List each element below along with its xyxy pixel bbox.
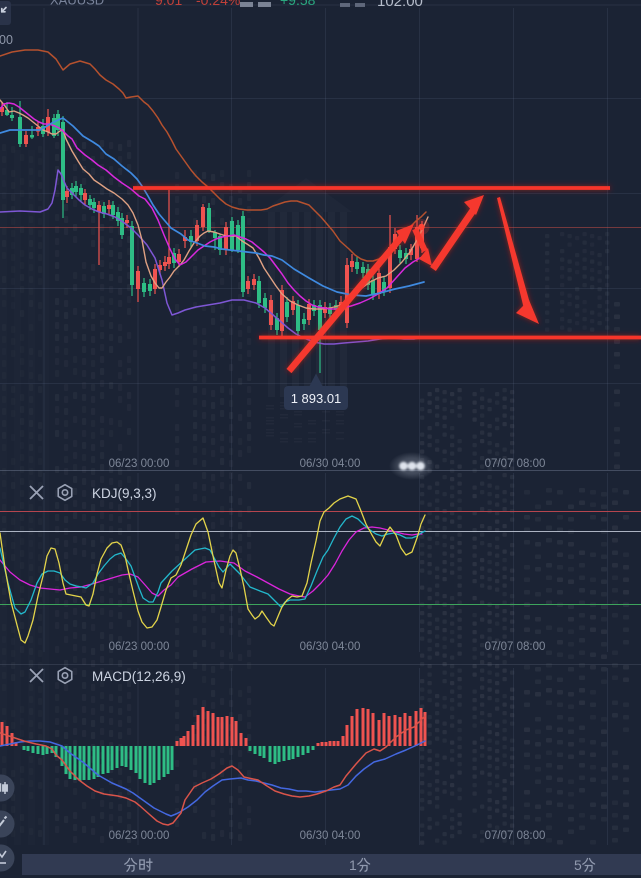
svg-text:1 893.01: 1 893.01 [291,391,342,406]
svg-text:1: 1 [349,857,357,873]
svg-text:-0.24%: -0.24% [196,0,240,8]
svg-text:06/23 00:00: 06/23 00:00 [109,641,170,653]
svg-text:+9.58: +9.58 [280,0,316,8]
svg-text:KDJ(9,3,3): KDJ(9,3,3) [92,486,157,501]
svg-text:06/30 04:00: 06/30 04:00 [300,458,361,470]
svg-text:07/07 08:00: 07/07 08:00 [485,458,546,470]
svg-text:06/23 00:00: 06/23 00:00 [109,458,170,470]
svg-text:102:00: 102:00 [377,0,423,10]
svg-text:00: 00 [0,33,13,47]
svg-text:5: 5 [574,857,582,873]
svg-text:07/07 08:00: 07/07 08:00 [485,641,546,653]
svg-text:07/07 08:00: 07/07 08:00 [485,830,546,842]
svg-text:9.01: 9.01 [155,0,182,8]
svg-text:06/30 04:00: 06/30 04:00 [300,641,361,653]
svg-text:XAUUSD: XAUUSD [50,0,104,8]
svg-text:06/30 04:00: 06/30 04:00 [300,830,361,842]
svg-text:06/23 00:00: 06/23 00:00 [109,830,170,842]
svg-text:MACD(12,26,9): MACD(12,26,9) [92,669,186,684]
